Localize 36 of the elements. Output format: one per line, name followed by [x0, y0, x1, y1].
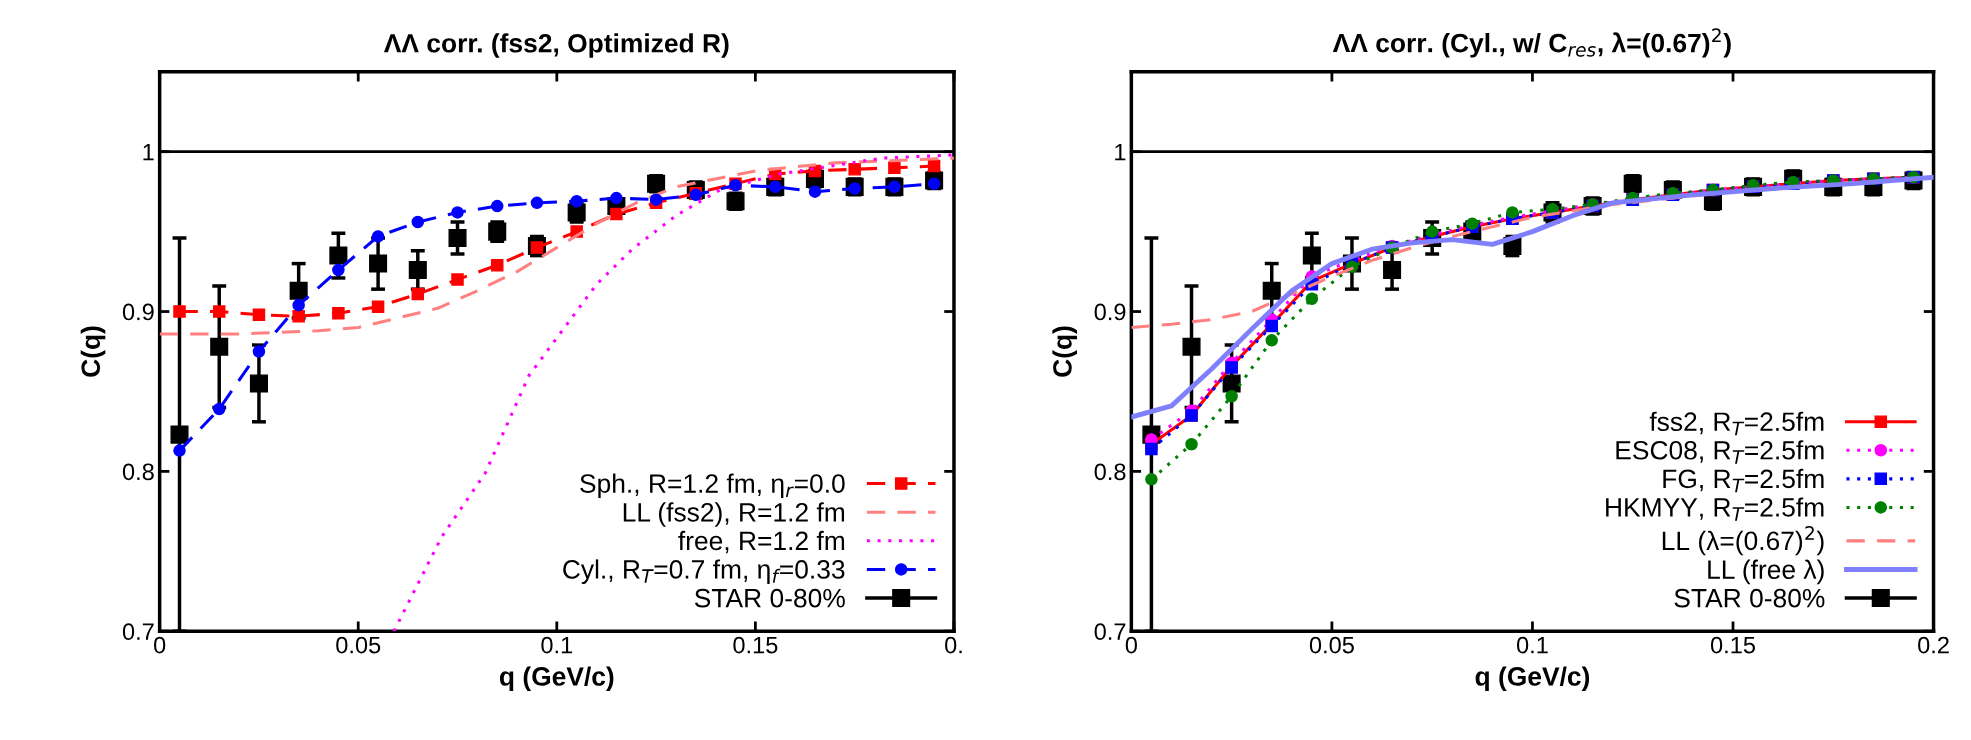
legend-label: Cyl., R$_{T}$=0.7 fm, η$_{f}$=0.33	[563, 559, 845, 584]
legend-label: STAR 0-80%	[1674, 588, 1825, 608]
legend-label: STAR 0-80%	[694, 588, 845, 608]
legend-label: FG, R$_{T}$=2.5fm	[1663, 468, 1824, 493]
x-tick-label: 0	[154, 636, 166, 654]
legend-label: HKMYY, R$_{T}$=2.5fm	[1606, 497, 1824, 521]
legend-label: fss2, R$_{T}$=2.5fm	[1649, 411, 1824, 436]
y-tick-label: 0.8	[122, 463, 154, 481]
x-tick-label: 0.15	[1710, 636, 1755, 654]
y-tick-label: 1	[1115, 144, 1126, 161]
legend-label: LL (free λ)	[1708, 559, 1824, 585]
y-tick-label: 0.7	[122, 623, 154, 641]
x-tick-label: 0.15	[733, 636, 778, 654]
x-tick-label: 0.05	[336, 636, 381, 654]
legend-label: Sph., R=1.2 fm, η$_{r}$=0.0	[580, 473, 845, 499]
y-tick-label: 0.8	[1094, 463, 1126, 481]
y-axis-title: C(q)	[80, 326, 106, 377]
x-tick-label: 0.1	[1516, 636, 1548, 654]
legend-label: LL (λ=(0.67)$^{2}$)	[1662, 526, 1824, 556]
y-tick-label: 0.7	[1094, 623, 1126, 641]
x-tick-label: 0.1	[541, 636, 573, 654]
chart-title: ΛΛ corr. (Cyl., w/ C$_{res}$, λ=(0.67)$^{2}$)	[1332, 28, 1731, 58]
x-axis-title: q (GeV/c)	[499, 666, 614, 692]
y-tick-label: 0.9	[122, 303, 154, 321]
x-tick-label: 0.05	[1309, 636, 1354, 654]
legend-label: free, R=1.2 fm	[678, 530, 845, 554]
legend-label: LL (fss2), R=1.2 fm	[623, 502, 845, 527]
legend-label: ESC08, R$_{T}$=2.5fm	[1616, 440, 1824, 464]
x-tick-label: 0	[1125, 636, 1137, 654]
y-axis-title: C(q)	[1052, 326, 1078, 377]
x-tick-label: 0.	[945, 636, 962, 654]
x-tick-label: 0.2	[1918, 636, 1949, 654]
chart-title: ΛΛ corr. (fss2, Optimized R)	[383, 33, 729, 58]
y-tick-label: 1	[143, 144, 154, 161]
x-axis-title: q (GeV/c)	[1475, 666, 1590, 692]
y-tick-label: 0.9	[1094, 303, 1126, 321]
